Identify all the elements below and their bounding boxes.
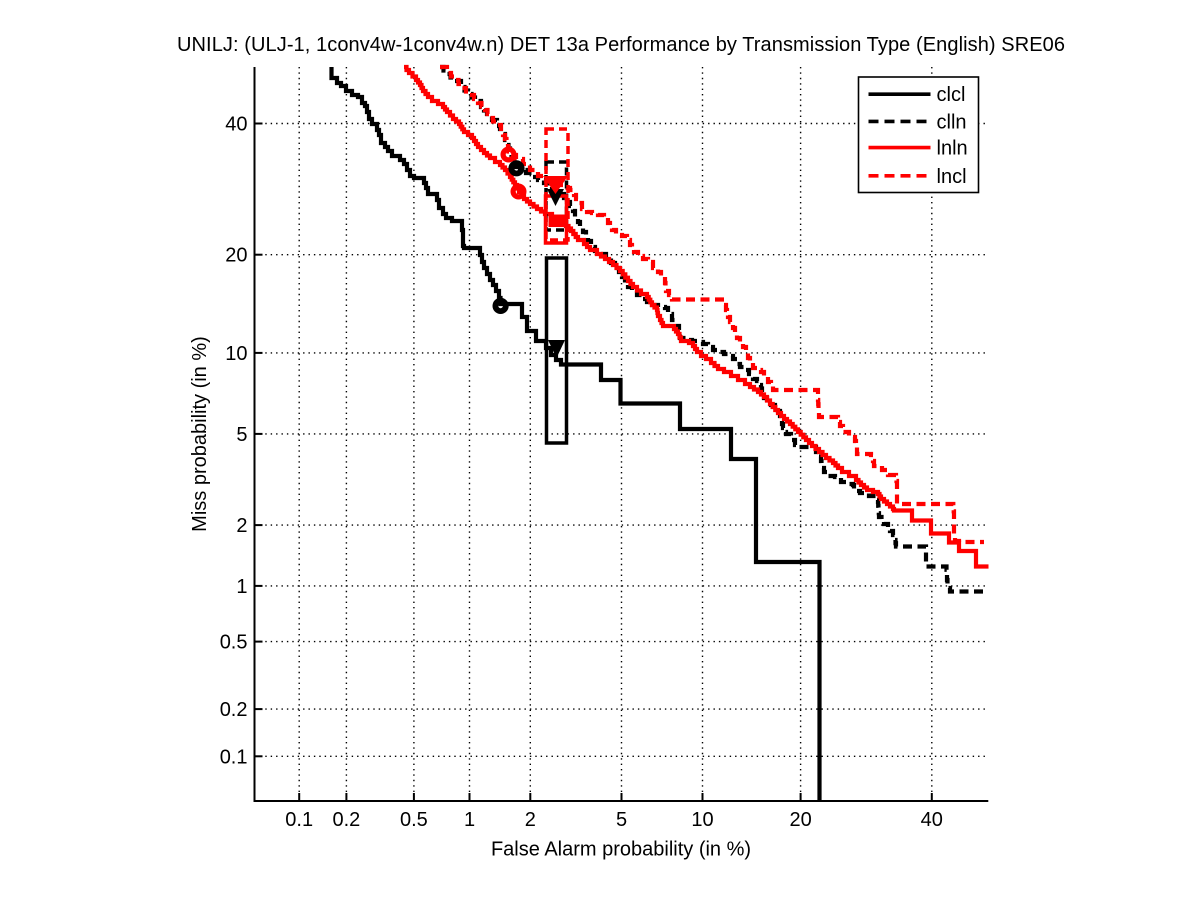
svg-text:0.1: 0.1 bbox=[220, 746, 248, 768]
svg-text:5: 5 bbox=[616, 809, 627, 831]
svg-text:0.2: 0.2 bbox=[332, 809, 360, 831]
svg-text:0.5: 0.5 bbox=[400, 809, 428, 831]
svg-text:40: 40 bbox=[921, 809, 943, 831]
svg-text:2: 2 bbox=[525, 809, 536, 831]
svg-text:0.2: 0.2 bbox=[220, 699, 248, 721]
svg-text:1: 1 bbox=[236, 576, 247, 598]
svg-text:clln: clln bbox=[937, 111, 967, 133]
svg-text:lnln: lnln bbox=[937, 138, 968, 160]
svg-text:20: 20 bbox=[225, 245, 247, 267]
svg-text:Miss probability (in %): Miss probability (in %) bbox=[189, 336, 211, 532]
svg-text:10: 10 bbox=[225, 343, 247, 365]
svg-text:2: 2 bbox=[236, 515, 247, 537]
svg-text:UNILJ: (ULJ-1, 1conv4w-1conv4w: UNILJ: (ULJ-1, 1conv4w-1conv4w.n) DET 13… bbox=[177, 34, 1065, 56]
svg-text:False Alarm probability (in %): False Alarm probability (in %) bbox=[491, 839, 751, 861]
svg-text:5: 5 bbox=[236, 424, 247, 446]
svg-text:lncl: lncl bbox=[937, 166, 967, 188]
svg-text:40: 40 bbox=[225, 114, 247, 136]
svg-text:0.1: 0.1 bbox=[285, 809, 313, 831]
svg-text:clcl: clcl bbox=[937, 84, 966, 106]
svg-text:1: 1 bbox=[464, 809, 475, 831]
svg-text:10: 10 bbox=[691, 809, 713, 831]
svg-text:0.5: 0.5 bbox=[220, 632, 248, 654]
svg-text:20: 20 bbox=[789, 809, 811, 831]
